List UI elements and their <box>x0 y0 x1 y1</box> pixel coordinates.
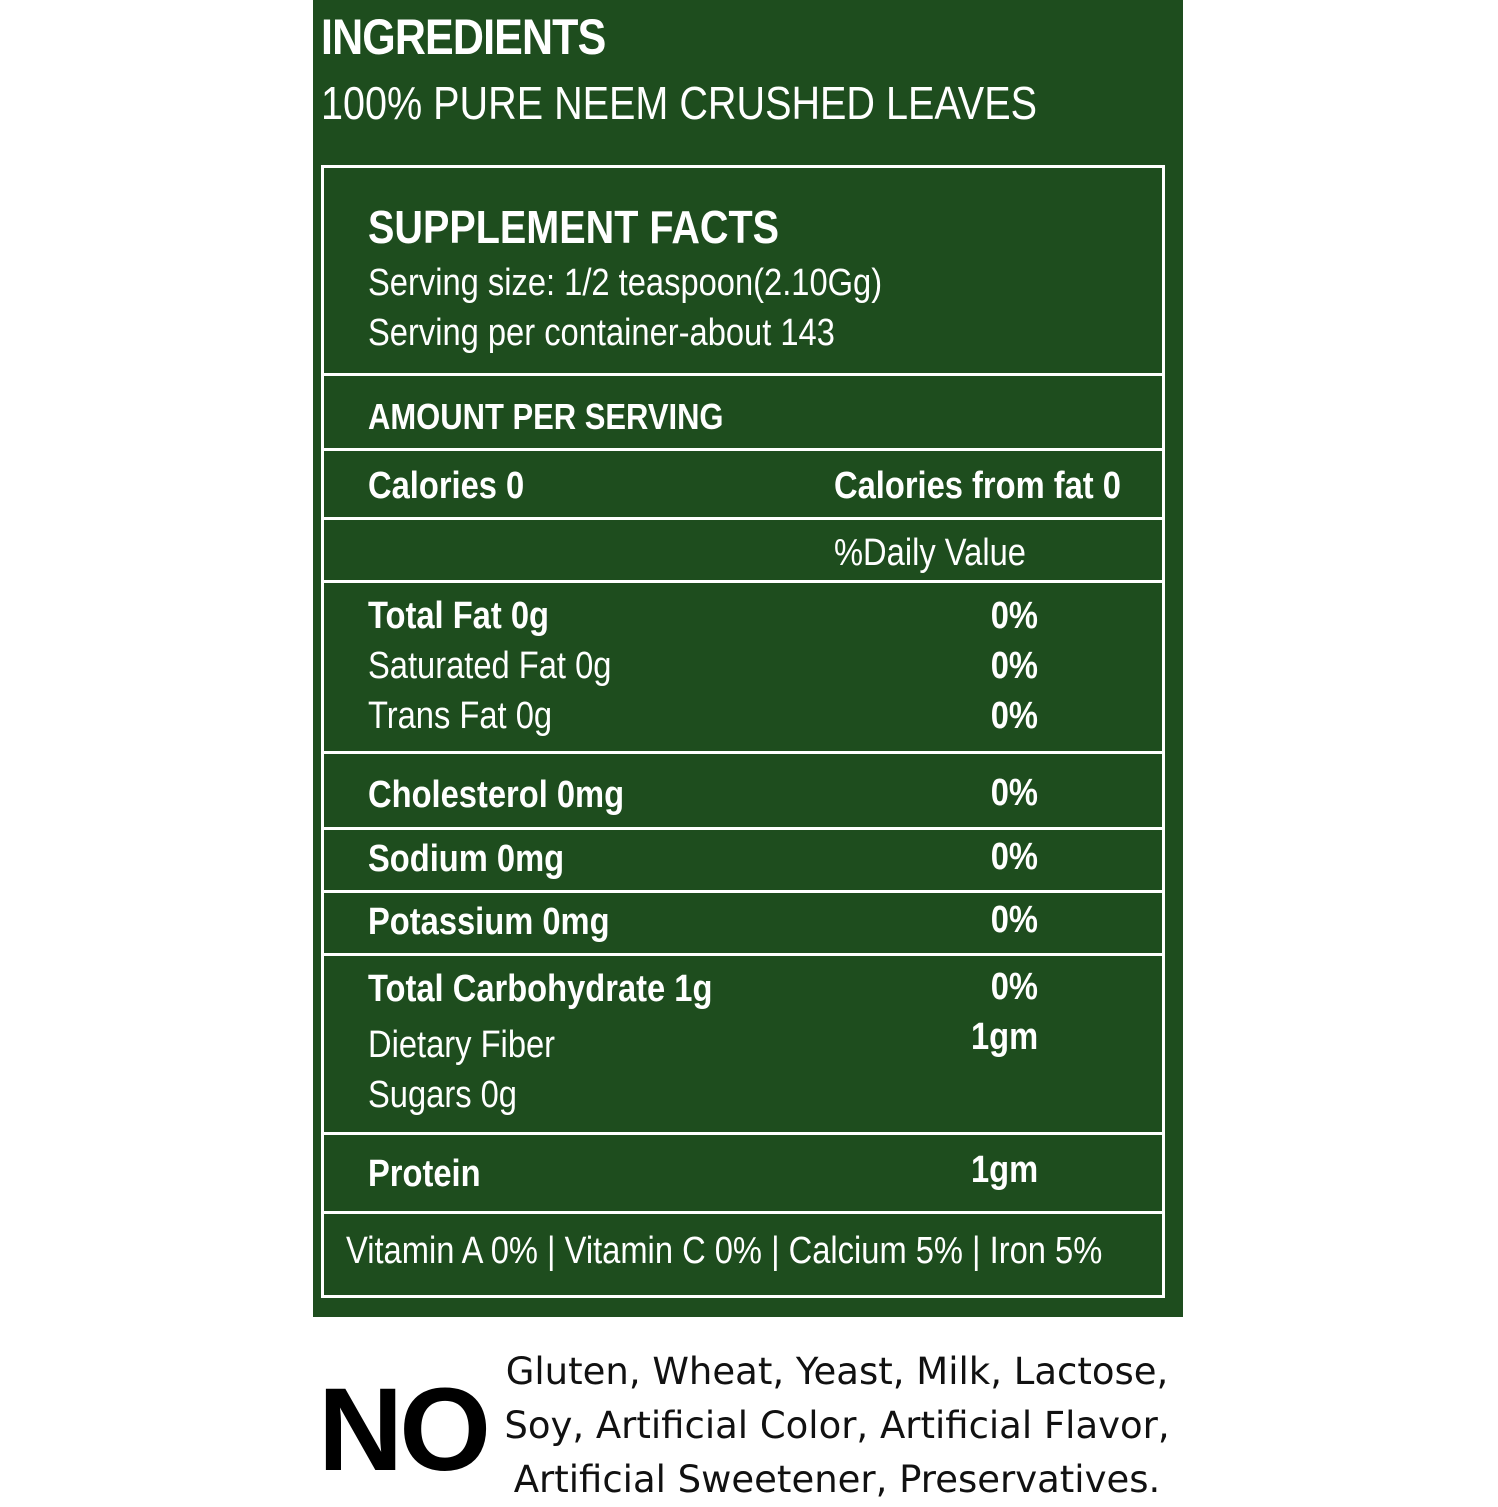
ingredients-text: 100% PURE NEEM CRUSHED LEAVES <box>321 77 1037 129</box>
facts-title: SUPPLEMENT FACTS <box>368 201 780 253</box>
calories-from-fat: Calories from fat 0 <box>834 465 1121 507</box>
protein-label: Protein <box>368 1153 481 1195</box>
supplement-label: INGREDIENTS 100% PURE NEEM CRUSHED LEAVE… <box>313 0 1183 1317</box>
cholesterol-row: Cholesterol 0mg 0% <box>324 754 1162 830</box>
free-from-line: Gluten, Wheat, Yeast, Milk, Lactose, <box>505 1350 1169 1393</box>
cholesterol-value: 0% <box>990 772 1038 814</box>
saturated-fat-value: 0% <box>990 645 1038 687</box>
amount-per-serving: AMOUNT PER SERVING <box>368 396 724 437</box>
saturated-fat-label: Saturated Fat 0g <box>368 645 612 687</box>
vitamins-text: Vitamin A 0% | Vitamin C 0% | Calcium 5%… <box>346 1230 1103 1272</box>
amount-per-serving-row: AMOUNT PER SERVING <box>324 376 1162 451</box>
protein-value: 1gm <box>970 1149 1038 1191</box>
sodium-value: 0% <box>990 836 1038 878</box>
total-carbohydrate-value: 0% <box>990 966 1038 1008</box>
protein-row: Protein 1gm <box>324 1135 1162 1214</box>
dietary-fiber-label: Dietary Fiber <box>368 1024 556 1066</box>
total-carbohydrate-label: Total Carbohydrate 1g <box>368 968 713 1010</box>
facts-header: SUPPLEMENT FACTS Serving size: 1/2 teasp… <box>324 168 1162 376</box>
free-from-heading: NO <box>318 1364 491 1496</box>
total-fat-label: Total Fat 0g <box>368 595 549 637</box>
calories-row: Calories 0 Calories from fat 0 <box>324 451 1162 520</box>
trans-fat-label: Trans Fat 0g <box>368 695 553 737</box>
calories: Calories 0 <box>368 465 525 507</box>
sodium-label: Sodium 0mg <box>368 838 565 880</box>
serving-size: Serving size: 1/2 teaspoon(2.10Gg) <box>368 262 883 304</box>
daily-value-header: %Daily Value <box>834 532 1026 574</box>
daily-value-header-row: %Daily Value <box>324 520 1162 583</box>
free-from-line: Soy, Artificial Color, Artificial Flavor… <box>504 1404 1170 1447</box>
cholesterol-label: Cholesterol 0mg <box>368 774 625 816</box>
potassium-value: 0% <box>990 899 1038 941</box>
vitamins-row: Vitamin A 0% | Vitamin C 0% | Calcium 5%… <box>324 1214 1162 1295</box>
fat-rows: Total Fat 0g 0% Saturated Fat 0g 0% Tran… <box>324 583 1162 754</box>
servings-per-container: Serving per container-about 143 <box>368 312 835 354</box>
sugars-label: Sugars 0g <box>368 1074 517 1116</box>
potassium-row: Potassium 0mg 0% <box>324 893 1162 956</box>
total-fat-value: 0% <box>990 595 1038 637</box>
carbohydrate-rows: Total Carbohydrate 1g 0% Dietary Fiber 1… <box>324 956 1162 1135</box>
supplement-facts-panel: SUPPLEMENT FACTS Serving size: 1/2 teasp… <box>321 165 1165 1298</box>
trans-fat-value: 0% <box>990 695 1038 737</box>
sodium-row: Sodium 0mg 0% <box>324 830 1162 893</box>
potassium-label: Potassium 0mg <box>368 901 610 943</box>
ingredients-title: INGREDIENTS <box>321 9 606 65</box>
free-from-line: Artificial Sweetener, Preservatives. <box>513 1458 1161 1501</box>
dietary-fiber-value: 1gm <box>970 1016 1038 1058</box>
free-from-list: Gluten, Wheat, Yeast, Milk, Lactose, Soy… <box>498 1345 1176 1507</box>
